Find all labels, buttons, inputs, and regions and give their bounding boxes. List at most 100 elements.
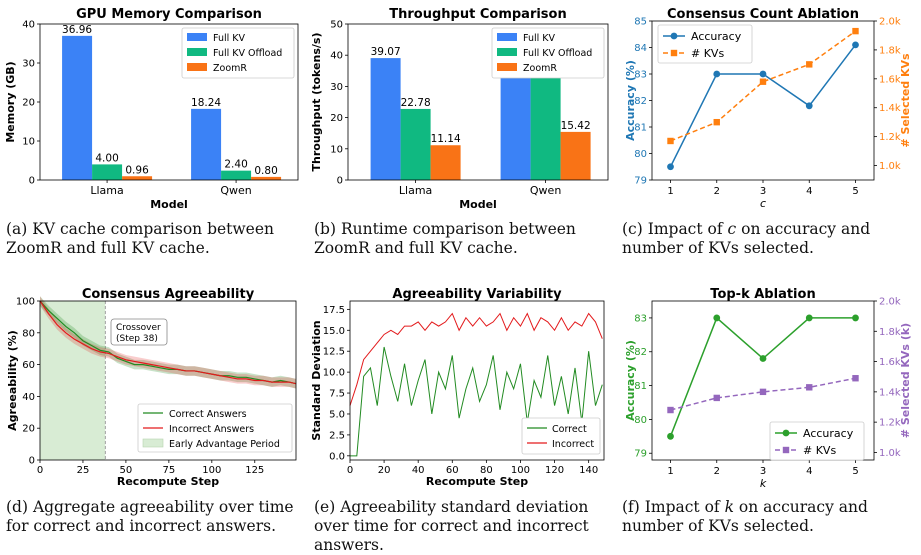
y-tick-label: 1.6k	[879, 357, 901, 368]
y-tick-label: 1.0k	[879, 161, 901, 172]
y-tick-label: 2.0k	[879, 17, 901, 28]
confidence-band	[40, 296, 296, 389]
y-tick-label: 0	[337, 176, 343, 187]
y-axis-label: Accuracy (%)	[624, 340, 637, 421]
legend-label: Incorrect	[552, 439, 594, 450]
caption-f-pre: (f) Impact of	[622, 498, 725, 516]
caption-c-post: on accuracy and number of KVs selected.	[622, 220, 871, 257]
chart-topk-ablation: Top-k Ablation 1 2 3 4 5 79 80 81 82 83 1.0k 1.2k 1.4…	[612, 280, 921, 490]
bar-value-label: 15.42	[561, 120, 591, 132]
y-tick-label: 15.0	[323, 326, 345, 337]
x-axis-label: Model	[150, 198, 188, 211]
bar-full-kv-offload	[400, 108, 431, 180]
x-axis-label: k	[760, 477, 767, 490]
bar-full-kv-offload	[92, 164, 123, 180]
bar-full-kv	[62, 35, 93, 180]
legend-box	[137, 403, 293, 453]
y-tick-label: 20	[22, 98, 35, 109]
point-accuracy	[759, 70, 767, 78]
legend-marker	[782, 429, 790, 437]
caption-c: (c) Impact of c on accuracy and number o…	[622, 220, 914, 258]
legend-label: Correct Answers	[169, 409, 247, 420]
y-tick-label: 50	[330, 20, 343, 31]
caption-c-pre: (c) Impact of	[622, 220, 728, 238]
y-tick-label: 0.0	[329, 451, 345, 462]
legend-box	[491, 27, 605, 79]
x-tick-label: 60	[446, 465, 459, 476]
bar-value-label: 4.00	[95, 152, 118, 164]
y-tick-label: 10	[22, 137, 35, 148]
y-tick-label: 60	[22, 360, 35, 371]
point-kvs	[806, 384, 813, 391]
bar-full-kv	[191, 108, 222, 180]
annotation-text: (Step 38)	[116, 334, 158, 344]
series-line-kvs	[670, 30, 856, 142]
point-kvs	[806, 61, 813, 68]
chart-d-svg: Consensus Agreeability 0 25 50 75 100 125 0 20 40…	[6, 287, 297, 488]
x-tick-label: 4	[806, 466, 812, 477]
y-tick-label: 1.4k	[879, 103, 901, 114]
legend-label: Full KV Offload	[523, 48, 592, 59]
legend-label: Accuracy	[691, 30, 742, 43]
point-accuracy	[852, 314, 859, 322]
point-accuracy	[805, 314, 813, 322]
caption-f-var: k	[724, 498, 734, 516]
y-axis-label: # Selected KVs	[899, 53, 912, 148]
bar-value-label: 18.24	[191, 97, 221, 109]
x-tick-label: 100	[202, 465, 221, 476]
chart-consensus-count: Consensus Count Ablation 1 2 3 4 5 79 80 81 82 83 8…	[612, 0, 921, 210]
x-tick-label: Qwen	[220, 184, 251, 197]
chart-title: GPU Memory Comparison	[76, 7, 262, 22]
legend-marker	[670, 49, 678, 57]
y-axis-label: Standard Deviation	[310, 320, 323, 440]
series-line-incorrect	[349, 312, 603, 406]
y-tick-label: 80	[22, 328, 35, 339]
y-tick-label: 10	[330, 144, 343, 155]
x-tick-label: 4	[806, 186, 812, 197]
y-tick-label: 1.2k	[879, 418, 901, 429]
series-line-accuracy	[669, 316, 856, 437]
y-tick-label: 40	[330, 51, 343, 62]
caption-a: (a) KV cache comparison between ZoomR an…	[6, 220, 275, 257]
y-tick-label: 20	[330, 113, 343, 124]
y-axis-label: Throughput (tokens/s)	[310, 33, 323, 172]
point-accuracy	[805, 102, 813, 110]
legend-swatch	[187, 48, 207, 56]
series-line-correct	[350, 346, 603, 457]
x-tick-label: 2	[714, 466, 720, 477]
y-tick-label: 79	[634, 449, 647, 460]
x-tick-label: 0	[347, 465, 353, 476]
y-tick-label: 0	[29, 456, 35, 467]
x-tick-label: 100	[511, 465, 530, 476]
bar-value-label: 0.80	[254, 165, 277, 177]
y-tick-label: 20	[22, 424, 35, 435]
x-tick-label: 1	[667, 186, 673, 197]
legend-swatch	[497, 63, 517, 71]
y-tick-label: 1.4k	[879, 387, 901, 398]
y-tick-label: 30	[22, 59, 35, 70]
x-axis-label: Model	[459, 198, 497, 211]
x-axis-label: c	[760, 197, 766, 210]
early-advantage-region	[40, 301, 106, 460]
legend-label: Full KV	[213, 33, 245, 44]
bar-value-label: 11.14	[431, 133, 461, 145]
y-tick-label: 82	[634, 347, 647, 358]
caption-f: (f) Impact of k on accuracy and number o…	[622, 498, 914, 536]
series-line-correct	[39, 300, 297, 385]
y-axis-label: Agreeability (%)	[6, 330, 19, 431]
point-accuracy	[713, 70, 721, 78]
bar-zoomr	[251, 176, 282, 180]
y-tick-label: 40	[22, 20, 35, 31]
chart-e-svg: Agreeability Variability 0 20 40 60 80 100 120 1…	[310, 287, 605, 488]
point-kvs	[713, 394, 720, 402]
y-axis-label: Memory (GB)	[4, 61, 17, 142]
x-tick-label: 50	[120, 465, 133, 476]
point-accuracy	[667, 432, 674, 440]
chart-title: Agreeability Variability	[392, 287, 562, 302]
y-tick-label: 84	[634, 43, 647, 54]
y-tick-label: 83	[634, 313, 647, 324]
legend-marker	[782, 446, 790, 454]
x-tick-label: 5	[852, 186, 858, 197]
legend-label: ZoomR	[523, 63, 557, 74]
chart-title: Consensus Count Ablation	[667, 7, 859, 22]
